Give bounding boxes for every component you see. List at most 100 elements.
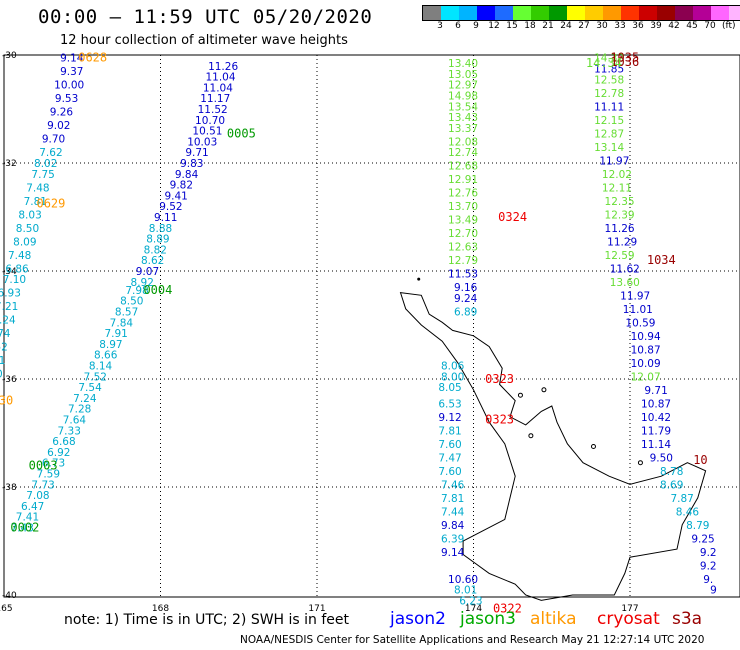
colorbar-swatch xyxy=(585,6,603,20)
colorbar-tick-label: 24 xyxy=(560,21,572,31)
wave-height-value: 9.24 xyxy=(454,293,478,305)
wave-height-value: 8.50 xyxy=(120,296,143,308)
colorbar-swatch xyxy=(621,6,639,20)
wave-height-value: 12.58 xyxy=(594,74,624,86)
wave-height-value: 13.40 xyxy=(448,58,478,70)
colorbar-swatch xyxy=(495,6,513,20)
wave-height-value: 8.66 xyxy=(94,350,118,362)
pass-label: 0323 xyxy=(485,413,514,427)
satellite-label-s3a: s3a xyxy=(672,609,703,629)
pass-label: 1036 xyxy=(610,55,639,69)
pass-label: 0004 xyxy=(143,283,172,297)
wave-height-value: 12.15 xyxy=(594,115,624,127)
colorbar-tick-label: 39 xyxy=(650,21,662,31)
wave-height-value: 9. xyxy=(703,574,713,586)
island xyxy=(417,277,421,281)
colorbar-tick-label: 21 xyxy=(542,21,554,31)
pass-label: 0324 xyxy=(498,210,527,224)
wave-height-value: 7.59 xyxy=(37,469,60,481)
wave-height-value: 7.98 xyxy=(125,285,148,297)
colorbar-tick-label: 18 xyxy=(524,21,536,31)
wave-height-value: 12.08 xyxy=(448,136,478,148)
wave-height-value: 6.47 xyxy=(21,501,44,513)
colorbar-tick-label: 12 xyxy=(488,21,500,31)
wave-height-value: 11.85 xyxy=(594,64,624,76)
wave-height-value: 9.14 xyxy=(441,547,465,559)
wave-height-value: 9.71 xyxy=(185,147,208,159)
pass-label: 1035 xyxy=(610,51,639,65)
wave-height-value: 7.60 xyxy=(438,439,461,451)
wave-height-value: 7.48 xyxy=(26,182,49,194)
pass-label: 0005 xyxy=(227,126,256,140)
lon-tick-label: 165 xyxy=(0,604,13,614)
satellite-label-cryosat: cryosat xyxy=(597,609,660,629)
lat-tick-label: -34 xyxy=(2,267,17,277)
wave-height-value: 12.76 xyxy=(448,188,478,200)
colorbar-swatch xyxy=(675,6,693,20)
pass-label: 0322 xyxy=(493,602,522,616)
colorbar-swatch xyxy=(531,6,549,20)
lat-tick-label: -38 xyxy=(2,483,17,493)
wave-height-value: 8.46 xyxy=(676,506,700,518)
wave-height-value: 9.50 xyxy=(650,452,673,464)
wave-height-value: 8.01 xyxy=(454,585,477,597)
wave-height-value: 8.03 xyxy=(18,209,41,221)
colorbar-swatch xyxy=(513,6,531,20)
wave-height-value: 7.41 xyxy=(16,512,39,524)
wave-height-value: 12.68 xyxy=(448,161,478,173)
wave-height-value: 14.32 xyxy=(594,53,624,65)
wave-height-value: 8.02 xyxy=(34,158,57,170)
colorbar-swatch xyxy=(603,6,621,20)
wave-height-value: 9.25 xyxy=(691,533,714,545)
wave-height-value: 9.52 xyxy=(159,201,182,213)
colorbar-tick-label: 15 xyxy=(506,21,518,31)
wave-height-value: 12.11 xyxy=(602,182,632,194)
wave-height-value: 11.01 xyxy=(623,304,653,316)
new-zealand-coastline xyxy=(399,292,707,601)
wave-height-value: 12.35 xyxy=(605,196,635,208)
colorbar-swatch xyxy=(423,6,441,20)
colorbar-swatch xyxy=(693,6,711,20)
wave-height-value: 7.46 xyxy=(441,479,465,491)
pass-label: 14.34 xyxy=(586,56,622,70)
wave-height-value: 12.59 xyxy=(605,250,635,262)
wave-height-value: 7.10 xyxy=(3,274,26,286)
wave-height-value: 11.26 xyxy=(208,61,238,73)
colorbar-tick-label: 6 xyxy=(455,21,461,31)
wave-height-value: 6.39 xyxy=(441,533,464,545)
lat-tick-label: -32 xyxy=(2,159,17,169)
wave-height-value: 13.70 xyxy=(448,201,478,213)
lat-tick-label: -30 xyxy=(2,51,17,61)
wave-height-value: 8.05 xyxy=(438,382,461,394)
wave-height-value: 6.53 xyxy=(438,398,461,410)
wave-height-value: 9.2 xyxy=(700,560,717,572)
wave-height-value: 8.06 xyxy=(441,361,465,373)
wave-height-value: 11.26 xyxy=(605,223,635,235)
wave-height-value: 6.93 xyxy=(0,288,21,300)
wave-height-value: 7.81 xyxy=(441,493,464,505)
wave-height-value: 11.14 xyxy=(641,439,671,451)
footer-credits: NOAA/NESDIS Center for Satellite Applica… xyxy=(240,634,705,646)
pass-label: 0630 xyxy=(0,394,13,408)
wave-height-value: 12.63 xyxy=(448,242,478,254)
wave-height-value: 13.05 xyxy=(448,69,478,81)
page-subtitle: 12 hour collection of altimeter wave hei… xyxy=(60,33,348,48)
wave-height-value: 10.09 xyxy=(631,358,661,370)
wave-height-value: 7.28 xyxy=(68,404,91,416)
pass-label: 10 xyxy=(693,453,707,467)
wave-height-value: 12.78 xyxy=(594,88,624,100)
colorbar-tick-label: 3 xyxy=(437,21,443,31)
colorbar-swatch xyxy=(639,6,657,20)
colorbar-tick-label: 70 xyxy=(704,21,716,31)
wave-height-value: 9.53 xyxy=(55,93,78,105)
wave-height-value: 11.62 xyxy=(610,263,640,275)
wave-height-value: 11.52 xyxy=(198,104,228,116)
colorbar-swatch xyxy=(657,6,675,20)
lat-tick-label: -40 xyxy=(2,591,17,601)
colorbar-tick-label: 30 xyxy=(596,21,608,31)
wave-height-value: 9.83 xyxy=(180,158,203,170)
wave-height-value: 7.75 xyxy=(31,169,54,181)
wave-height-value: 9.37 xyxy=(60,66,83,78)
map-frame xyxy=(3,54,740,598)
